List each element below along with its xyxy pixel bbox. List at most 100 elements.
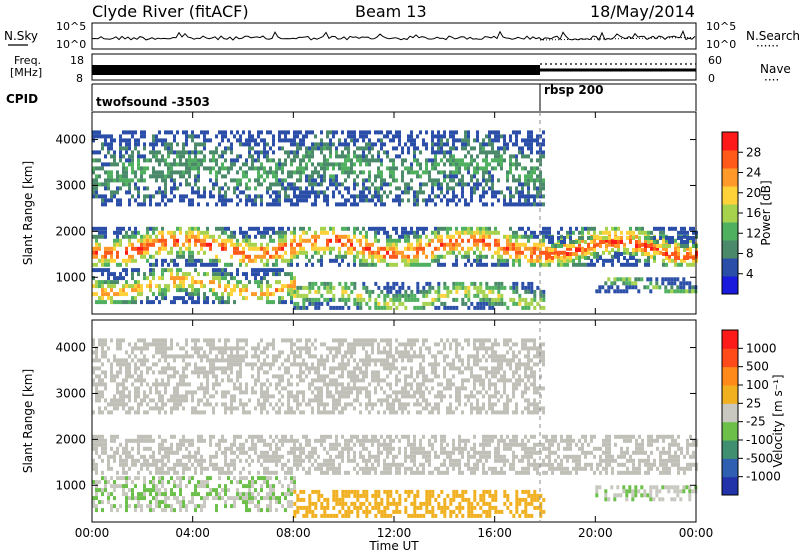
data-cell <box>416 190 419 195</box>
data-cell <box>395 146 398 151</box>
data-cell <box>479 305 483 310</box>
data-cell <box>281 268 284 273</box>
data-cell <box>101 446 104 451</box>
data-cell <box>524 202 527 207</box>
data-cell <box>683 466 686 471</box>
data-cell <box>353 138 356 143</box>
data-cell <box>473 450 476 455</box>
data-cell <box>317 246 320 251</box>
data-cell <box>212 158 215 163</box>
data-cell <box>146 230 149 235</box>
data-cell <box>224 492 227 497</box>
data-cell <box>539 450 542 455</box>
data-cell <box>491 190 494 195</box>
data-cell <box>686 446 689 451</box>
data-cell <box>676 277 680 282</box>
data-cell <box>158 458 161 463</box>
data-cell <box>461 158 464 163</box>
data-cell <box>281 442 284 447</box>
data-cell <box>275 446 278 451</box>
data-cell <box>251 258 254 263</box>
data-cell <box>182 142 185 147</box>
data-cell <box>437 289 441 294</box>
data-cell <box>119 292 122 297</box>
data-cell <box>359 466 362 471</box>
data-cell <box>305 434 308 439</box>
power-colorbar-tick-label: 28 <box>746 145 761 159</box>
data-cell <box>494 226 497 231</box>
data-cell <box>434 154 437 159</box>
data-cell <box>689 226 692 231</box>
data-cell <box>613 281 617 286</box>
data-cell <box>650 230 653 235</box>
data-cell <box>338 462 341 467</box>
data-cell <box>203 146 206 151</box>
data-cell <box>155 142 158 147</box>
data-cell <box>473 166 476 171</box>
data-cell <box>626 446 629 451</box>
data-cell <box>422 246 425 251</box>
data-cell <box>131 170 134 175</box>
data-cell <box>281 284 284 289</box>
data-cell <box>119 242 122 247</box>
data-cell <box>494 166 497 171</box>
data-cell <box>110 296 113 301</box>
data-cell <box>182 276 185 281</box>
data-cell <box>644 238 647 243</box>
data-cell <box>389 254 392 259</box>
data-cell <box>140 234 143 239</box>
data-cell <box>488 305 492 310</box>
data-cell <box>254 276 257 281</box>
data-cell <box>293 138 296 143</box>
data-cell <box>272 450 275 455</box>
data-cell <box>359 158 362 163</box>
data-cell <box>293 284 296 289</box>
data-cell <box>377 450 380 455</box>
data-cell <box>665 466 668 471</box>
data-cell <box>356 301 360 306</box>
data-cell <box>212 488 215 493</box>
data-cell <box>314 202 317 207</box>
data-cell <box>137 434 140 439</box>
data-cell <box>119 178 122 183</box>
data-cell <box>587 226 590 231</box>
data-cell <box>688 289 692 294</box>
data-cell <box>206 226 209 231</box>
data-cell <box>170 446 173 451</box>
data-cell <box>434 150 437 155</box>
data-cell <box>152 142 155 147</box>
data-cell <box>479 254 482 259</box>
data-cell <box>431 182 434 187</box>
data-cell <box>635 240 638 244</box>
data-cell <box>320 262 323 267</box>
data-cell <box>212 434 215 439</box>
data-cell <box>269 194 272 199</box>
data-cell <box>362 130 365 135</box>
data-cell <box>644 236 647 240</box>
data-cell <box>287 292 290 297</box>
data-cell <box>404 142 407 147</box>
data-cell <box>329 226 332 231</box>
data-cell <box>140 292 143 297</box>
data-cell <box>443 246 446 251</box>
data-cell <box>434 258 437 263</box>
data-cell <box>452 462 455 467</box>
data-cell <box>491 305 495 310</box>
data-cell <box>95 182 98 187</box>
data-cell <box>263 166 266 171</box>
data-cell <box>167 166 170 171</box>
data-cell <box>146 458 149 463</box>
data-cell <box>542 434 545 439</box>
data-cell <box>128 158 131 163</box>
data-cell <box>209 438 212 443</box>
data-cell <box>248 234 251 239</box>
data-cell <box>335 434 338 439</box>
data-cell <box>380 174 383 179</box>
date-title: 18/May/2014 <box>590 2 695 21</box>
data-cell <box>146 242 149 247</box>
data-cell <box>263 138 266 143</box>
data-cell <box>509 234 512 239</box>
data-cell <box>623 454 626 459</box>
data-cell <box>458 166 461 171</box>
data-cell <box>287 174 290 179</box>
